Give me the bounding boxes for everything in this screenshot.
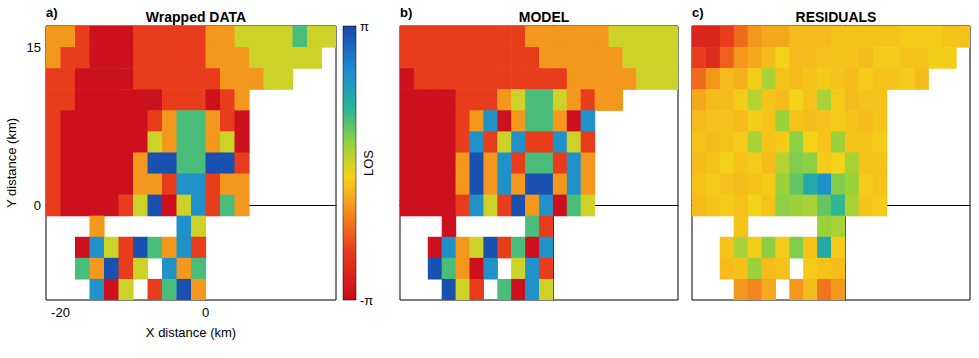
- svg-text:LOS: LOS: [361, 150, 376, 176]
- svg-text:Y distance (km): Y distance (km): [4, 118, 19, 208]
- svg-text:b): b): [400, 5, 412, 20]
- svg-text:X distance (km): X distance (km): [146, 325, 236, 340]
- svg-text:15: 15: [27, 40, 41, 55]
- svg-text:a): a): [46, 5, 58, 20]
- svg-text:0: 0: [34, 198, 41, 213]
- svg-text:π: π: [360, 19, 369, 34]
- svg-text:-20: -20: [51, 305, 70, 320]
- svg-text:MODEL: MODEL: [519, 9, 570, 25]
- svg-text:-π: -π: [360, 293, 373, 308]
- svg-text:RESIDUALS: RESIDUALS: [796, 9, 877, 25]
- svg-text:Wrapped DATA: Wrapped DATA: [146, 9, 246, 25]
- svg-text:0: 0: [202, 305, 209, 320]
- svg-text:c): c): [692, 5, 704, 20]
